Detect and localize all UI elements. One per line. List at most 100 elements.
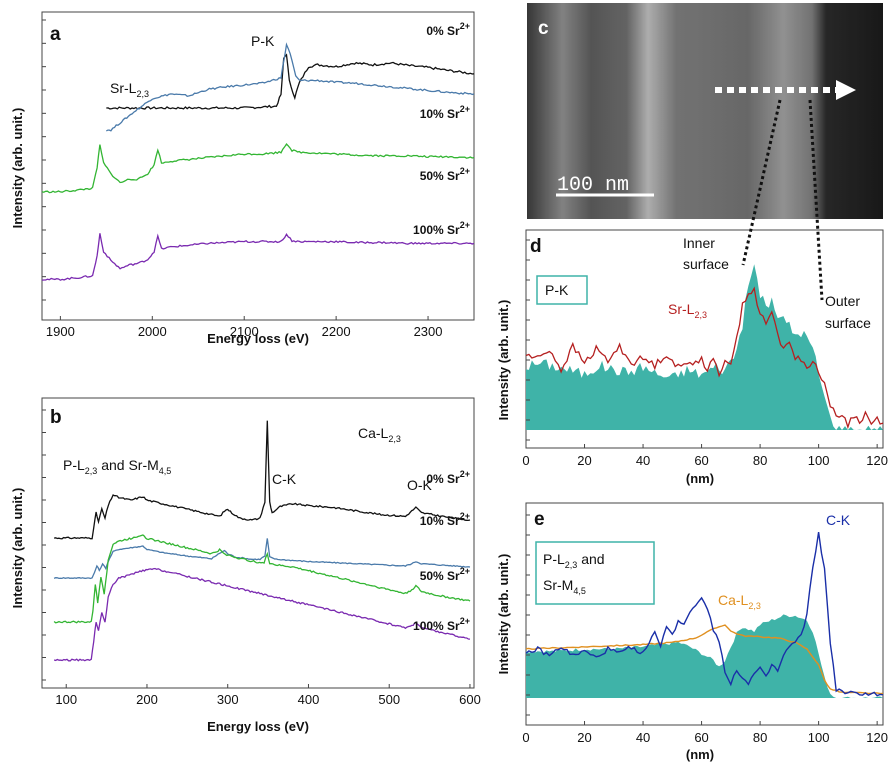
panel-e-frame xyxy=(525,502,884,726)
panel-b-xtick-label: 200 xyxy=(136,692,158,707)
panel-b-series-label-sup: 2+ xyxy=(460,616,470,626)
panel-a-xtick-label: 2300 xyxy=(414,324,443,339)
panel-d-xtick-label: 120 xyxy=(866,453,888,468)
ca-l23-label-sub: 2,3 xyxy=(748,601,761,611)
panel-c-sem-image: c 100 nm xyxy=(527,3,883,219)
panel-a-series-label-name: 100% Sr xyxy=(413,223,460,237)
pl23-legend-box xyxy=(535,541,655,605)
ck-line xyxy=(525,531,884,697)
panel-b-series-line xyxy=(53,538,471,580)
panel-b-sr-m45-sub: 4,5 xyxy=(159,466,172,476)
panel-b-series-label-name: 0% Sr xyxy=(426,472,460,486)
panel-b-series-label-name: 10% Sr xyxy=(420,514,460,528)
sr-l23-label-main: Sr-L xyxy=(668,301,695,317)
panel-a-series-label-sup: 2+ xyxy=(460,166,470,176)
sr-l23-line xyxy=(525,286,884,430)
panel-b-series-label-sup: 2+ xyxy=(460,566,470,576)
panel-letter-e: e xyxy=(534,509,545,530)
inner-surface-pointer xyxy=(741,99,782,266)
panel-b-p-l23-sub: 2,3 xyxy=(85,466,98,476)
ca-l23-line xyxy=(525,624,884,695)
panel-b-series-line xyxy=(53,534,471,624)
ca-l23-label: Ca-L2,3 xyxy=(718,592,761,611)
profile-arrow-head-icon xyxy=(836,80,856,100)
panel-a-series-label: 10% Sr2+ xyxy=(420,104,470,121)
panel-e-xtick-label: 0 xyxy=(522,730,529,745)
panel-b-series-label: 10% Sr2+ xyxy=(420,511,470,528)
panel-d-xtick-label: 0 xyxy=(522,453,529,468)
pl23-histogram-area xyxy=(526,614,883,698)
panel-letter-d: d xyxy=(530,236,542,257)
pk-legend-box xyxy=(536,275,588,305)
panel-a-chart: 1900 2000 2100 2200 2300 Intensity (arb. uni… xyxy=(10,11,475,346)
panel-a-sr-l23-label: Sr-L2,3 xyxy=(110,80,149,99)
panel-b-series-label: 0% Sr2+ xyxy=(426,469,470,486)
panel-e-xtick-label: 80 xyxy=(753,730,767,745)
panel-a-series-label-name: 50% Sr xyxy=(420,169,460,183)
panel-a-xlabel: Energy loss (eV) xyxy=(207,331,309,346)
panel-a-series-label: 0% Sr2+ xyxy=(426,21,470,38)
panel-b-xtick-label: 100 xyxy=(55,692,77,707)
sem-image-background xyxy=(527,3,883,219)
panel-a-sr-l23-main: Sr-L xyxy=(110,80,137,96)
panel-a-series-label-name: 0% Sr xyxy=(426,24,460,38)
panel-b-xtick-label: 400 xyxy=(298,692,320,707)
panel-b-series-label: 50% Sr2+ xyxy=(420,566,470,583)
panel-a-series-line xyxy=(41,142,475,194)
panel-b-p-l23-main: P-L xyxy=(63,457,85,473)
panel-b-series-label-name: 50% Sr xyxy=(420,569,460,583)
sr-l23-label: Sr-L2,3 xyxy=(668,301,707,320)
panel-a-series-label: 50% Sr2+ xyxy=(420,166,470,183)
pl23-legend-sr-sub: 4,5 xyxy=(573,586,586,596)
pl23-legend-sr-main: Sr-M xyxy=(543,577,573,593)
pk-legend-label: P-K xyxy=(545,282,569,298)
panel-d-xlabel: (nm) xyxy=(686,471,714,486)
panel-a-sr-l23-sub: 2,3 xyxy=(136,89,149,99)
panel-letter-a: a xyxy=(50,24,61,45)
outer-surface-label-2: surface xyxy=(825,315,871,331)
panel-e-chart: 0 20 40 60 80 100 120 Intensity (arb. unit.) (… xyxy=(496,502,888,762)
panel-a-series-label-sup: 2+ xyxy=(460,220,470,230)
panel-a-pk-label: P-K xyxy=(251,33,275,49)
sr-l23-label-sub: 2,3 xyxy=(694,310,707,320)
panel-b-ok-label: O-K xyxy=(407,477,433,493)
ck-label: C-K xyxy=(826,512,851,528)
panel-letter-c: c xyxy=(538,18,549,39)
panel-b-frame xyxy=(41,397,475,689)
panel-a-xtick-label: 2100 xyxy=(230,324,259,339)
panel-letter-b: b xyxy=(50,407,62,428)
panel-d-ylabel: Intensity (arb. unit.) xyxy=(496,300,511,421)
panel-b-xlabel: Energy loss (eV) xyxy=(207,719,309,734)
panel-b-series-label: 100% Sr2+ xyxy=(413,616,470,633)
inner-surface-label-2: surface xyxy=(683,256,729,272)
sem-texture-band xyxy=(527,3,883,219)
panel-e-xtick-label: 60 xyxy=(694,730,708,745)
panel-a-xtick-label: 2000 xyxy=(138,324,167,339)
pl23-legend-p-sub: 2,3 xyxy=(565,560,578,570)
panel-a-series-line xyxy=(41,233,475,281)
panel-a-series-line xyxy=(106,42,475,132)
panel-b-series-label-sup: 2+ xyxy=(460,469,470,479)
panel-a-series-line xyxy=(106,53,475,110)
panel-e-xtick-label: 20 xyxy=(577,730,591,745)
panel-b-ylabel: Intensity (arb. unit.) xyxy=(10,488,25,609)
panel-b-xtick-label: 300 xyxy=(217,692,239,707)
pl23-legend-p-main: P-L xyxy=(543,551,565,567)
panel-b-chart: 100 200 300 400 500 600 Intensity (arb. unit.… xyxy=(10,397,481,734)
panel-a-xtick-label: 2200 xyxy=(322,324,351,339)
panel-e-xtick-label: 120 xyxy=(866,730,888,745)
panel-b-series-label-name: 100% Sr xyxy=(413,619,460,633)
panel-b-p-l23-label: P-L2,3 and Sr-M4,5 xyxy=(63,457,171,476)
panel-e-xlabel: (nm) xyxy=(686,747,714,762)
panel-b-xtick-label: 600 xyxy=(459,692,481,707)
panel-b-series-label-sup: 2+ xyxy=(460,511,470,521)
panel-d-chart: 0 20 40 60 80 100 120 Intensity (arb. unit.) (… xyxy=(496,99,888,486)
panel-a-series-label-sup: 2+ xyxy=(460,104,470,114)
panel-a-ylabel: Intensity (arb. unit.) xyxy=(10,108,25,229)
panel-d-frame xyxy=(525,229,884,449)
panel-b-ck-label: C-K xyxy=(272,471,297,487)
panel-a-series-label-name: 10% Sr xyxy=(420,107,460,121)
panel-b-series-line xyxy=(53,567,471,662)
scale-bar-label: 100 nm xyxy=(557,174,629,197)
